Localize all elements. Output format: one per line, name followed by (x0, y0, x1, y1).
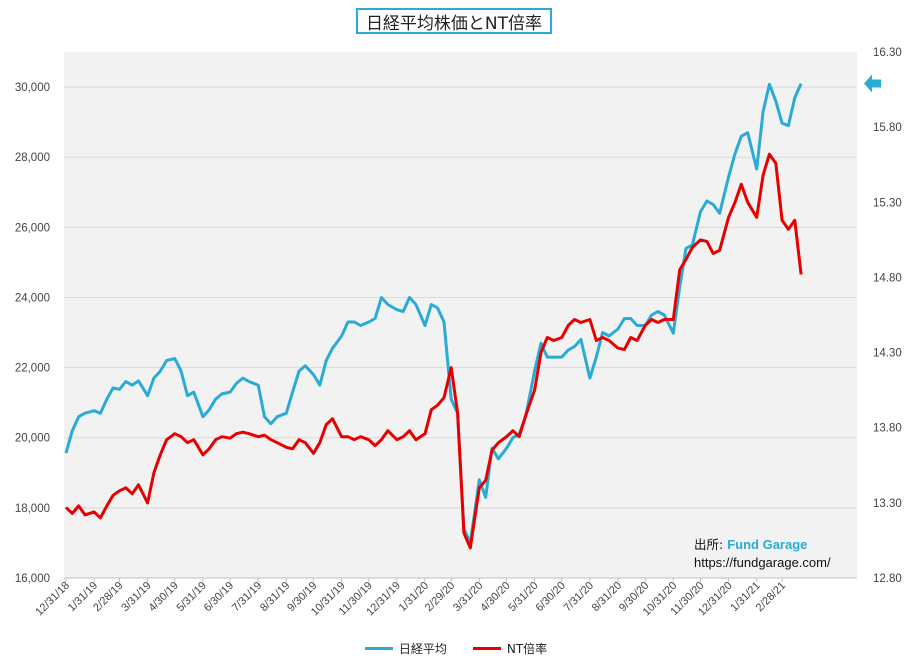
series-line-nt-ratio (64, 152, 803, 550)
legend-label-nt-ratio: NT倍率 (506, 642, 548, 656)
x-tick-label: 7/31/19 (230, 580, 264, 614)
x-tick-label: 6/30/19 (202, 580, 236, 614)
x-tick-label: 6/30/20 (534, 580, 568, 614)
left-arrow-icon (864, 74, 881, 93)
x-tick-label: 12/31/18 (33, 580, 72, 619)
y-left-tick-label: 20,000 (15, 433, 50, 445)
y-right-tick-label: 12.80 (873, 573, 902, 585)
plot-area (64, 52, 857, 578)
x-tick-label: 4/30/20 (478, 580, 512, 614)
legend-label-nikkei: 日経平均 (398, 642, 447, 656)
source-name: Fund Garage (727, 537, 808, 552)
y-left-tick-label: 18,000 (15, 503, 50, 515)
series-line-nikkei (64, 82, 803, 545)
latest-value-marker (864, 74, 881, 93)
source-annotation: 出所: Fund Garage https://fundgarage.com/ (694, 536, 831, 572)
source-url: https://fundgarage.com/ (694, 555, 831, 570)
y-left-tick-label: 28,000 (15, 152, 50, 164)
legend: 日経平均 NT倍率 (0, 640, 912, 657)
y-right-tick-label: 14.30 (873, 348, 902, 360)
legend-swatch-nt-ratio (472, 647, 501, 650)
y-right-tick-label: 13.30 (873, 498, 902, 510)
legend-item-nikkei: 日経平均 (364, 640, 447, 657)
y-right-tick-label: 15.30 (873, 197, 902, 209)
x-tick-label: 2/29/20 (423, 580, 457, 614)
source-label: 出所: (694, 537, 724, 552)
y-right-tick-label: 15.80 (873, 122, 902, 134)
y-right-tick-label: 13.80 (873, 423, 902, 435)
y-axis-left: 16,000 18,000 20,000 22,000 24,000 26,000 28,0… (15, 82, 50, 585)
y-left-tick-label: 16,000 (15, 573, 50, 585)
grid-lines (64, 86, 857, 509)
y-left-tick-label: 22,000 (15, 363, 50, 375)
chart-title: 日経平均株価とNT倍率 (356, 8, 552, 34)
x-tick-label: 4/30/19 (146, 580, 180, 614)
x-axis: 12/31/181/31/192/28/193/31/194/30/195/31… (33, 577, 857, 619)
x-tick-label: 7/31/20 (562, 580, 596, 614)
series-lines (64, 82, 803, 550)
y-right-tick-label: 16.30 (873, 47, 902, 59)
y-left-tick-label: 30,000 (15, 82, 50, 94)
legend-swatch-nikkei (364, 647, 393, 650)
y-left-tick-label: 24,000 (15, 292, 50, 304)
legend-item-nt-ratio: NT倍率 (472, 640, 548, 657)
y-left-tick-label: 26,000 (15, 222, 50, 234)
y-right-tick-label: 14.80 (873, 272, 902, 284)
y-axis-right: 12.80 13.30 13.80 14.30 14.80 15.30 15.80 16.30 (873, 47, 902, 585)
